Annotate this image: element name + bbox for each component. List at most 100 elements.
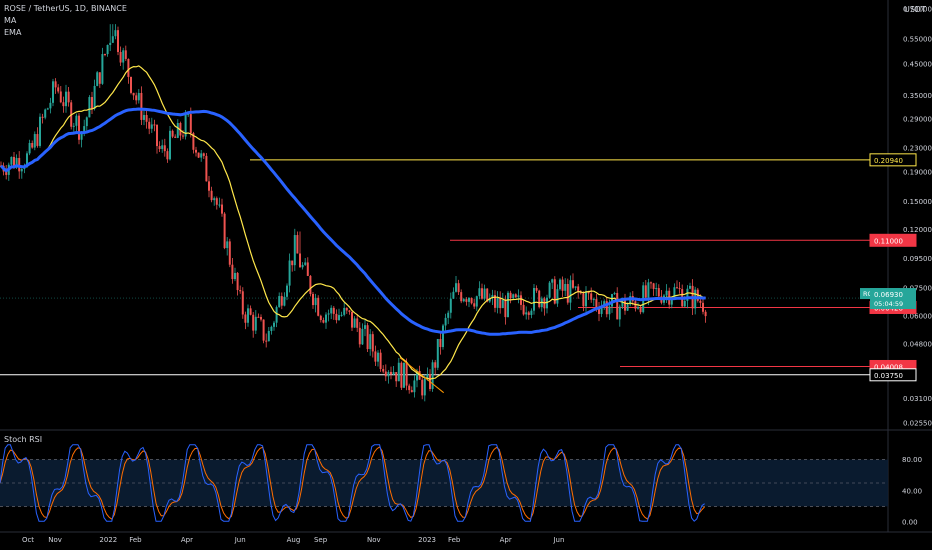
time-tick-label: Nov <box>48 536 62 544</box>
level-label: 0.04008 <box>874 363 903 371</box>
candle-body <box>556 289 559 304</box>
candle-body <box>616 293 619 320</box>
candle-body <box>644 285 647 298</box>
candle-body <box>301 264 304 268</box>
candle-body <box>210 190 213 201</box>
candle-body <box>280 296 283 306</box>
candle-body <box>462 299 465 302</box>
time-tick-label: Sep <box>314 536 328 544</box>
current-price-tag: 0.06930 <box>874 291 903 299</box>
candle-body <box>36 134 39 146</box>
price-tick-label: 0.19000 <box>903 168 932 176</box>
candle-body <box>343 307 346 315</box>
candle-body <box>553 279 556 304</box>
candle-body <box>33 134 36 148</box>
candle-body <box>226 241 229 249</box>
price-tick-label: 0.70000 <box>903 6 932 14</box>
candle-body <box>153 124 156 126</box>
candle-body <box>143 115 145 120</box>
candle-body <box>371 334 374 352</box>
candle-body <box>93 85 96 109</box>
candle-body <box>608 306 611 315</box>
level-label-bg <box>869 153 917 167</box>
candle-body <box>449 298 452 313</box>
candle-body <box>665 290 668 296</box>
candle-body <box>67 91 70 103</box>
candle-body <box>338 315 340 321</box>
candle-body <box>208 181 210 191</box>
candle-body <box>283 296 286 306</box>
candle-body <box>400 362 403 388</box>
candle-body <box>569 280 572 303</box>
candle-body <box>673 287 676 299</box>
candle-body <box>704 311 707 317</box>
price-tick-label: 0.03100 <box>903 395 932 403</box>
candle-body <box>481 288 483 299</box>
candle-body <box>592 299 595 301</box>
candle-body <box>111 36 114 43</box>
candle-body <box>637 306 639 309</box>
ema-indicator-label[interactable]: EMA <box>4 28 22 37</box>
time-tick-label: Feb <box>129 536 142 544</box>
candle-body <box>348 310 351 312</box>
candle-body <box>145 115 148 122</box>
level-label-bg <box>869 368 917 382</box>
candle-body <box>31 142 34 148</box>
candle-body <box>5 171 8 175</box>
candle-body <box>478 288 481 297</box>
candle-body <box>353 318 356 328</box>
candle-body <box>184 114 187 137</box>
candle-body <box>595 299 598 308</box>
candle-body <box>239 290 242 292</box>
candle-body <box>702 302 704 312</box>
candle-body <box>44 109 47 118</box>
ma-indicator-label[interactable]: MA <box>4 16 17 25</box>
candle-body <box>270 326 273 331</box>
candle-body <box>275 307 278 323</box>
time-tick-label: 2023 <box>418 536 436 544</box>
candle-body <box>361 328 364 345</box>
candle-body <box>213 198 216 201</box>
candle-body <box>496 297 499 308</box>
candle-body <box>600 306 603 314</box>
candle-body <box>538 290 541 308</box>
candle-body <box>345 307 348 311</box>
candle-body <box>54 81 57 88</box>
ma-line <box>0 65 706 380</box>
candle-body <box>436 338 439 368</box>
candle-body <box>504 300 507 318</box>
candle-body <box>582 293 585 307</box>
candle-body <box>140 92 143 120</box>
candle-body <box>197 152 200 158</box>
price-tick-label: 0.23000 <box>903 145 932 153</box>
candle-body <box>535 288 538 291</box>
candle-body <box>392 372 395 375</box>
candle-body <box>395 372 398 382</box>
candle-body <box>10 156 13 165</box>
candle-body <box>223 213 226 249</box>
candle-body <box>611 294 613 307</box>
price-tick-label: 0.29000 <box>903 116 932 124</box>
candle-body <box>104 54 106 56</box>
candle-body <box>137 92 140 101</box>
candle-body <box>499 297 502 309</box>
candle-body <box>613 293 616 295</box>
candle-body <box>49 102 52 109</box>
candle-body <box>288 260 291 286</box>
price-tick-label: 0.35000 <box>903 92 932 100</box>
candle-body <box>52 81 54 103</box>
candle-body <box>686 288 689 301</box>
candle-body <box>322 320 325 323</box>
candle-body <box>624 298 626 311</box>
candle-body <box>163 145 166 152</box>
candle-body <box>598 307 600 314</box>
candle-body <box>650 282 652 284</box>
candle-body <box>405 362 408 386</box>
candle-body <box>174 136 177 138</box>
candle-body <box>494 295 496 308</box>
candle-body <box>470 297 473 304</box>
candle-body <box>192 133 195 150</box>
rsi-panel-title[interactable]: Stoch RSI <box>4 435 43 444</box>
candle-body <box>527 312 530 315</box>
candle-body <box>603 301 606 307</box>
